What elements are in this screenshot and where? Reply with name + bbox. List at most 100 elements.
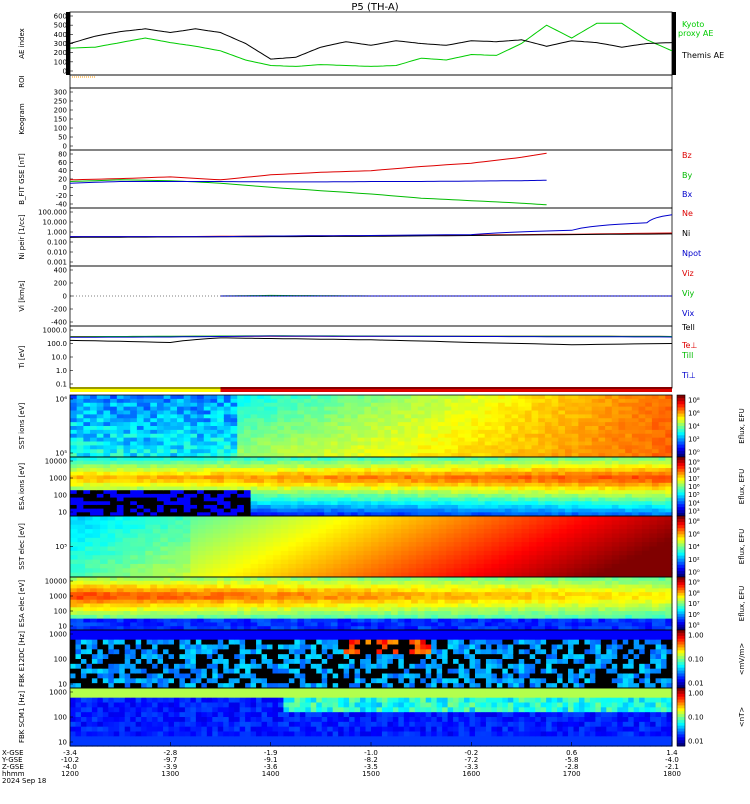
heatmap-cell [511, 441, 519, 446]
heatmap-cell [110, 422, 118, 427]
heatmap-cell [263, 603, 272, 608]
heatmap-cell [478, 402, 486, 408]
heatmap-cell [237, 614, 245, 620]
heatmap-cell [304, 475, 312, 480]
heatmap-cell [471, 497, 479, 502]
heatmap-cell [156, 508, 165, 513]
heatmap-cell [277, 460, 285, 465]
heatmap-cell [641, 568, 651, 574]
heatmap-cell [83, 577, 91, 582]
heatmap-cell [411, 418, 419, 423]
heatmap-cell [197, 542, 207, 548]
heatmap-cell [591, 475, 600, 480]
heatmap-cell [506, 555, 515, 561]
heatmap-cell [205, 546, 214, 552]
heatmap-cell [471, 493, 479, 499]
heatmap-cell [605, 398, 613, 404]
heatmap-cell [417, 418, 426, 423]
heatmap-cell [484, 622, 492, 627]
heatmap-cell [605, 501, 613, 506]
heatmap-cell [284, 493, 292, 499]
heatmap-cell [538, 603, 546, 608]
heatmap-cell [223, 445, 232, 450]
heatmap-cell [551, 437, 559, 443]
heatmap-cell [150, 592, 158, 597]
heatmap-cell [150, 449, 158, 454]
heatmap-cell [337, 406, 345, 412]
heatmap-cell [100, 563, 109, 569]
heatmap-cell [451, 493, 459, 499]
heatmap-cell [491, 533, 500, 539]
heatmap-cell [363, 533, 372, 539]
heatmap-cell [357, 449, 365, 454]
heatmap-cell [558, 460, 566, 465]
heatmap-cell [217, 429, 225, 435]
heatmap-cell [290, 422, 299, 427]
heatmap-cell [337, 595, 345, 601]
heatmap-cell [337, 490, 345, 495]
heatmap-cell [596, 563, 605, 569]
heatmap-cell [377, 599, 385, 605]
heatmap-cell [451, 418, 459, 423]
heatmap-cell [618, 475, 626, 480]
heatmap-cell [464, 618, 472, 624]
heatmap-cell [371, 471, 379, 477]
heatmap-cell [559, 555, 568, 561]
heatmap-cell [531, 433, 539, 439]
heatmap-cell [457, 504, 466, 510]
heatmap-cell [297, 441, 305, 446]
heatmap-cell [611, 422, 620, 427]
heatmap-cell [284, 486, 292, 491]
heatmap-cell [284, 614, 292, 620]
heatmap-cell [330, 577, 339, 582]
heatmap-cell [350, 457, 359, 462]
heatmap-cell [444, 501, 452, 506]
heatmap-cell [444, 441, 452, 446]
heatmap-cell [344, 406, 352, 412]
heatmap-cell [70, 537, 79, 543]
heatmap-cell [177, 486, 185, 491]
heatmap-cell [344, 501, 352, 506]
heatmap-cell [536, 568, 545, 574]
heatmap-cell [217, 508, 225, 513]
heatmap-cell [431, 414, 439, 419]
heatmap-cell [170, 584, 178, 589]
heatmap-cell [337, 508, 345, 513]
heatmap-cell [531, 441, 539, 446]
heatmap-cell [355, 542, 365, 548]
heatmap-cell [538, 504, 546, 510]
heatmap-cell [203, 429, 212, 435]
heatmap-cell [277, 622, 285, 627]
heatmap-cell [205, 533, 214, 539]
heatmap-cell [364, 395, 372, 400]
heatmap-cell [284, 471, 292, 477]
heatmap-cell [598, 490, 606, 495]
heatmap-cell [417, 614, 426, 620]
heatmap-cell [145, 572, 154, 578]
heatmap-cell [177, 441, 185, 446]
heatmap-cell [411, 479, 419, 484]
heatmap-cell [96, 475, 105, 480]
heatmap-cell [310, 524, 319, 530]
heatmap-cell [397, 501, 406, 506]
heatmap-cell [364, 453, 372, 458]
heatmap-cell [401, 524, 410, 530]
heatmap-cell [598, 426, 606, 431]
heatmap-cell [518, 493, 526, 499]
heatmap-cell [348, 520, 357, 526]
heatmap-cell [491, 497, 499, 502]
heatmap-cell [70, 468, 78, 473]
heatmap-cell [237, 402, 245, 408]
heatmap-cell [273, 572, 282, 578]
heatmap-cell [498, 592, 506, 597]
heatmap-cell [228, 572, 237, 578]
heatmap-cell [371, 533, 380, 539]
heatmap-cell [518, 611, 526, 616]
heatmap-cell [411, 603, 419, 608]
heatmap-cell [123, 508, 131, 513]
heatmap-cell [304, 490, 312, 495]
heatmap-cell [491, 433, 499, 439]
heatmap-cell [210, 482, 218, 488]
heatmap-cell [96, 449, 105, 454]
heatmap-cell [284, 422, 292, 427]
